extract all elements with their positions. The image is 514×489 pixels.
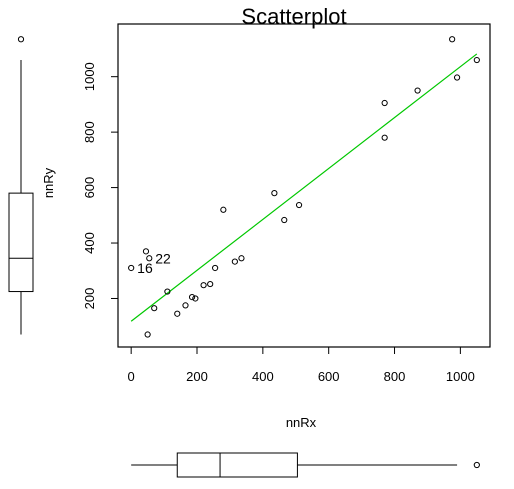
data-point xyxy=(146,255,153,262)
data-point xyxy=(164,288,171,295)
data-point xyxy=(174,310,181,317)
data-point xyxy=(188,293,196,301)
data-point xyxy=(231,258,238,265)
x-tick-label: 600 xyxy=(318,369,340,384)
x-boxplot xyxy=(131,452,480,478)
y-boxplot xyxy=(8,36,34,335)
point-label: 16 xyxy=(137,260,153,276)
data-point xyxy=(142,248,150,255)
y-tick-label: 200 xyxy=(82,288,97,310)
data-point xyxy=(381,99,388,107)
x-tick-label: 400 xyxy=(252,369,274,384)
x-tick-label: 800 xyxy=(384,369,406,384)
data-point xyxy=(220,206,227,213)
data-point xyxy=(381,134,388,141)
x-boxplot-outlier xyxy=(473,461,480,469)
x-tick-label: 1000 xyxy=(446,369,475,384)
point-label: 22 xyxy=(155,250,171,266)
data-point xyxy=(281,216,288,224)
y-tick-label: 600 xyxy=(82,177,97,199)
x-tick-label: 0 xyxy=(128,369,135,384)
plot-frame xyxy=(117,23,491,348)
plot-frame-layer xyxy=(117,23,491,348)
data-point xyxy=(271,190,278,197)
data-points-layer xyxy=(128,36,480,338)
y-tick-label: 400 xyxy=(82,232,97,254)
y-tick-label: 800 xyxy=(82,121,97,143)
data-point xyxy=(192,295,199,302)
data-point xyxy=(207,280,214,288)
data-point xyxy=(200,282,207,289)
y-boxplot-outlier xyxy=(17,36,25,43)
regression-line-layer xyxy=(130,53,478,322)
y-boxplot-box xyxy=(8,192,34,293)
data-point xyxy=(238,255,245,262)
data-point xyxy=(144,331,151,338)
x-axis-label: nnRx xyxy=(286,415,317,430)
data-point xyxy=(414,87,421,94)
x-boxplot-box xyxy=(176,452,298,478)
x-axis-ticks: 0 200 400 600 800 1000 xyxy=(128,347,475,384)
data-point xyxy=(473,56,480,64)
x-tick-label: 200 xyxy=(186,369,208,384)
data-point xyxy=(212,264,219,272)
regression-line xyxy=(130,53,478,322)
data-point xyxy=(128,264,135,272)
y-axis-label: nnRy xyxy=(41,167,56,198)
data-point xyxy=(449,36,456,43)
y-tick-label: 1000 xyxy=(82,62,97,91)
y-axis-ticks: 200 400 600 800 1000 xyxy=(82,62,118,309)
data-point xyxy=(182,302,189,309)
chart-title: Scatterplot xyxy=(241,4,346,29)
data-point xyxy=(151,305,158,312)
data-point xyxy=(453,74,461,81)
data-point xyxy=(295,201,303,209)
